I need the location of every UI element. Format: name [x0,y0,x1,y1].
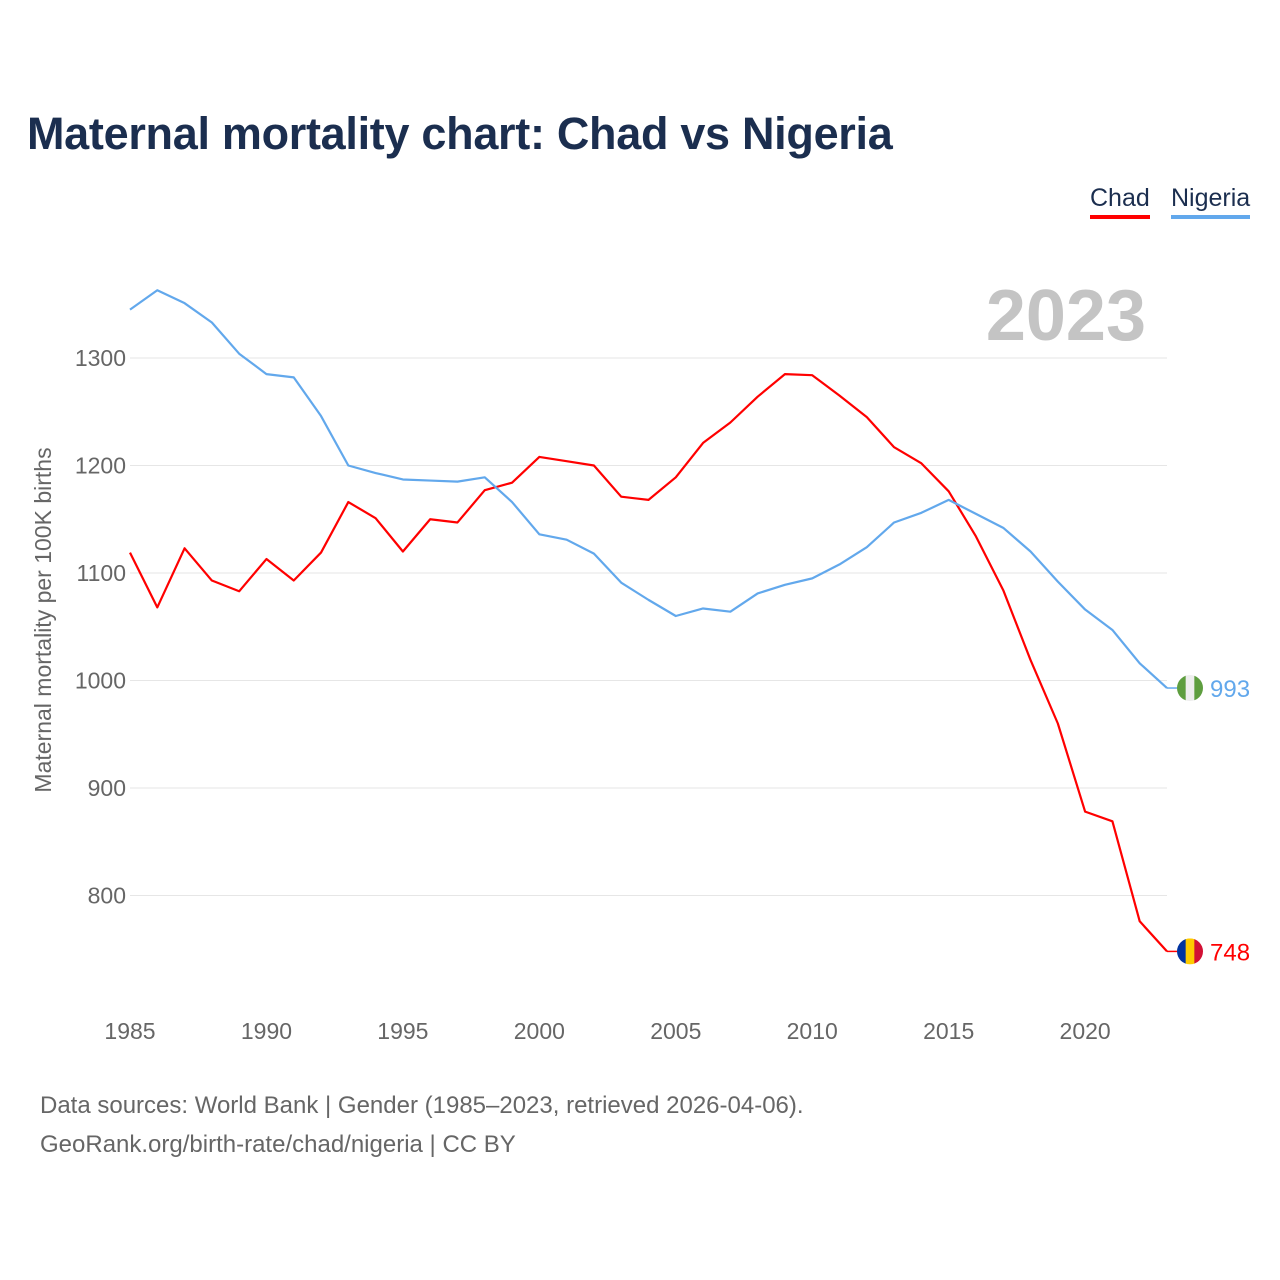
legend-item-chad[interactable]: Chad [1090,184,1150,219]
legend-item-nigeria[interactable]: Nigeria [1171,184,1251,219]
y-axis-label: Maternal mortality per 100K births [30,447,56,792]
x-tick-label: 2020 [1060,1018,1111,1044]
x-tick-label: 2010 [787,1018,838,1044]
nigeria-flag-icon [1177,675,1203,702]
end-value-label-chad: 748 [1210,939,1250,966]
y-tick-label: 800 [88,883,126,909]
x-tick-label: 1990 [241,1018,292,1044]
footer: Data sources: World Bank | Gender (1985–… [40,1086,804,1164]
y-tick-label: 1200 [75,453,126,479]
x-tick-label: 1995 [377,1018,428,1044]
chart-title: Maternal mortality chart: Chad vs Nigeri… [27,108,893,159]
chad-flag-icon [1177,938,1203,965]
end-value-label-nigeria: 993 [1210,676,1250,703]
year-watermark: 2023 [986,276,1146,356]
y-tick-label: 1100 [77,560,126,586]
data-source-text: Data sources: World Bank | Gender (1985–… [40,1092,804,1119]
x-tick-label: 2005 [650,1018,701,1044]
source-link[interactable]: GeoRank.org/birth-rate/chad/nigeria | CC… [40,1131,516,1158]
x-tick-label: 2000 [514,1018,565,1044]
y-tick-label: 1000 [75,668,126,694]
x-tick-label: 1985 [104,1018,155,1044]
y-tick-label: 900 [88,775,126,801]
series-line-chad [129,373,1168,953]
x-tick-label: 2015 [923,1018,974,1044]
series-line-nigeria [129,289,1168,689]
y-tick-label: 1300 [75,345,126,371]
